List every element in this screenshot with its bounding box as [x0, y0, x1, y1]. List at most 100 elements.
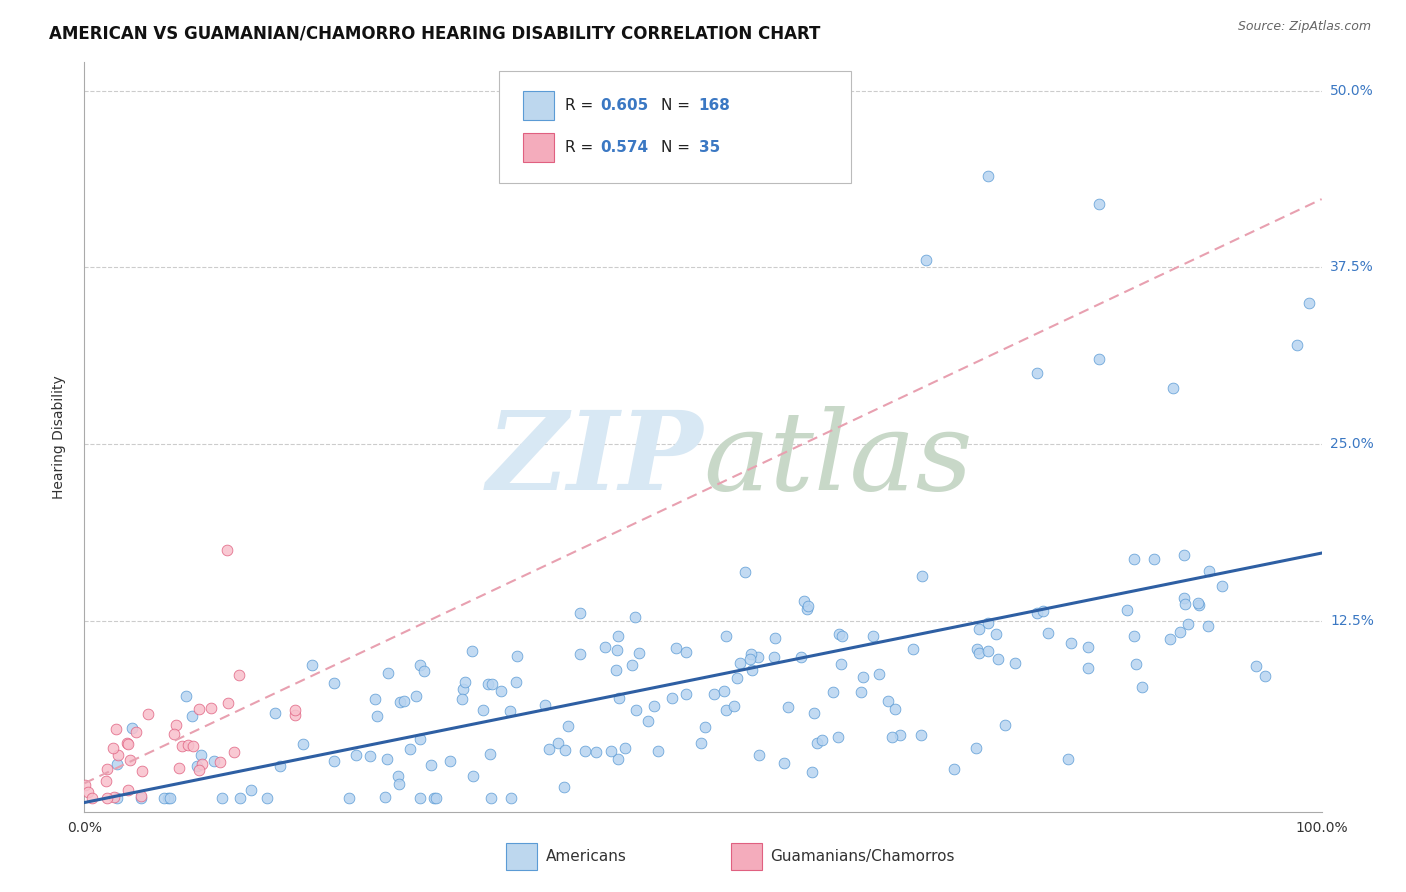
Point: [217, 697, 239, 711]
Point: [301, 658, 323, 673]
Point: [661, 691, 683, 706]
Point: [453, 682, 475, 697]
Point: [763, 650, 786, 665]
Point: [1254, 668, 1277, 682]
Point: [734, 566, 756, 580]
Point: [914, 253, 936, 268]
Text: 12.5%: 12.5%: [1330, 614, 1374, 628]
Point: [574, 744, 596, 758]
Point: [131, 764, 153, 779]
Point: [104, 723, 127, 737]
Point: [1077, 640, 1099, 654]
Point: [534, 698, 557, 712]
Point: [613, 740, 636, 755]
Point: [1298, 295, 1320, 310]
Y-axis label: Hearing Disability: Hearing Disability: [52, 376, 66, 499]
Point: [675, 687, 697, 701]
Point: [738, 652, 761, 666]
Point: [1173, 591, 1195, 606]
Point: [450, 692, 472, 706]
Point: [643, 699, 665, 714]
Point: [568, 647, 591, 661]
Point: [157, 790, 180, 805]
Point: [1123, 629, 1146, 643]
Point: [477, 677, 499, 691]
Point: [284, 703, 307, 717]
Point: [375, 752, 398, 766]
Point: [789, 650, 811, 665]
Point: [554, 742, 576, 756]
Point: [167, 761, 190, 775]
Point: [409, 658, 432, 673]
Point: [1187, 596, 1209, 610]
Point: [1004, 657, 1026, 671]
Point: [463, 769, 485, 783]
Point: [222, 745, 245, 759]
Point: [323, 676, 346, 690]
Point: [976, 644, 998, 658]
Point: [628, 646, 651, 660]
Point: [363, 692, 385, 706]
Point: [256, 790, 278, 805]
Point: [264, 706, 287, 721]
Point: [796, 602, 818, 616]
Point: [186, 758, 208, 772]
Point: [1161, 381, 1184, 395]
Point: [101, 741, 124, 756]
Point: [387, 769, 409, 783]
Point: [1059, 635, 1081, 649]
Point: [728, 657, 751, 671]
Point: [105, 756, 128, 771]
Point: [478, 747, 501, 761]
Point: [1026, 606, 1049, 620]
Point: [284, 708, 307, 723]
Point: [187, 702, 209, 716]
Point: [1026, 367, 1049, 381]
Point: [967, 646, 990, 660]
Point: [107, 790, 129, 805]
Point: [454, 675, 477, 690]
Point: [200, 701, 222, 715]
Point: [1211, 579, 1233, 593]
Point: [1122, 552, 1144, 566]
Point: [269, 759, 291, 773]
Text: 25.0%: 25.0%: [1330, 437, 1374, 451]
Point: [1173, 548, 1195, 562]
Point: [163, 727, 186, 741]
Point: [827, 730, 849, 744]
Point: [593, 640, 616, 655]
Point: [388, 695, 411, 709]
Text: R =: R =: [565, 140, 599, 154]
Text: N =: N =: [661, 98, 695, 112]
Point: [849, 684, 872, 698]
Point: [121, 721, 143, 735]
Text: atlas: atlas: [703, 406, 973, 513]
Point: [695, 720, 717, 734]
Point: [1057, 752, 1080, 766]
Point: [228, 668, 250, 682]
Point: [828, 627, 851, 641]
Point: [585, 745, 607, 759]
Point: [967, 623, 990, 637]
Point: [94, 773, 117, 788]
Point: [1197, 619, 1219, 633]
Text: 0.605: 0.605: [600, 98, 648, 112]
Point: [976, 169, 998, 183]
Point: [910, 569, 932, 583]
Point: [292, 737, 315, 751]
Point: [984, 627, 1007, 641]
Point: [624, 609, 647, 624]
Point: [852, 670, 875, 684]
Point: [117, 736, 139, 750]
Point: [797, 599, 820, 613]
Text: ZIP: ZIP: [486, 406, 703, 513]
Text: 50.0%: 50.0%: [1330, 84, 1374, 98]
Point: [723, 698, 745, 713]
Point: [714, 703, 737, 717]
Point: [208, 755, 231, 769]
Point: [1143, 552, 1166, 566]
Point: [80, 790, 103, 805]
Point: [75, 778, 97, 792]
Point: [425, 790, 447, 805]
Point: [359, 749, 381, 764]
